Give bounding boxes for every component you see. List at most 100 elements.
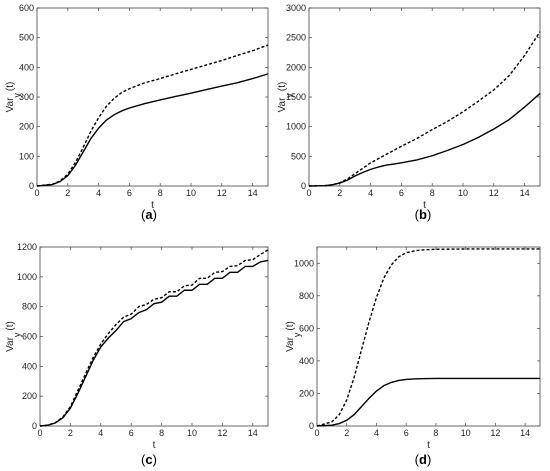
panel-a-ytick-label: 200 bbox=[19, 122, 34, 132]
panel-b-ytick-label: 3000 bbox=[286, 3, 306, 13]
panel-b-xtick-label: 6 bbox=[399, 188, 404, 198]
panel-a-caption-open: ( bbox=[141, 207, 146, 222]
panel-d: 0 2 4 6 8 10 12 14 0 200 400 600 800 1000 t Vary (t) (d) bbox=[285, 246, 541, 467]
panel-a-ylabel-tail: (t) bbox=[5, 82, 16, 91]
panel-d-ylabel-main: Var bbox=[285, 336, 296, 351]
panel-c-caption-close: ) bbox=[153, 452, 157, 467]
panel-b-caption-open: ( bbox=[415, 207, 420, 222]
panel-a-ytick-label: 500 bbox=[19, 33, 34, 43]
panel-c-xtick-label: 14 bbox=[248, 428, 258, 438]
panel-b-xtick-label: 2 bbox=[337, 188, 342, 198]
panel-a-ylabel: Vary (t) bbox=[5, 82, 22, 113]
panel-c-xlabel: t bbox=[153, 440, 156, 451]
panel-b-xlabel: t bbox=[423, 200, 426, 211]
panel-c-caption-letter: c bbox=[145, 452, 152, 467]
panel-a-xtick-label: 0 bbox=[34, 188, 39, 198]
panel-b-ytick-label: 1000 bbox=[286, 122, 306, 132]
panel-d-ytick-label: 800 bbox=[299, 291, 314, 301]
panel-d-ytick-label: 400 bbox=[299, 356, 314, 366]
panel-c-ylabel-tail: (t) bbox=[5, 321, 16, 330]
panel-c-xtick-label: 8 bbox=[159, 428, 164, 438]
panel-a-ytick-label: 0 bbox=[29, 181, 34, 191]
panel-c-ytick-label: 400 bbox=[22, 361, 37, 371]
panel-d-xtick-label: 6 bbox=[404, 428, 409, 438]
panel-b-xtick-label: 12 bbox=[489, 188, 499, 198]
panel-d-xtick-label: 2 bbox=[344, 428, 349, 438]
panel-d-ytick-label: 0 bbox=[309, 421, 314, 431]
panel-b-ylabel: Vary (t) bbox=[277, 82, 294, 113]
panel-c-ylabel: Vary (t) bbox=[5, 321, 22, 352]
panel-c-xtick-label: 0 bbox=[37, 428, 42, 438]
panel-d-ytick-label: 200 bbox=[299, 388, 314, 398]
panel-b-xtick-label: 8 bbox=[430, 188, 435, 198]
panel-a: 0 2 4 6 8 10 12 14 0 100 200 300 400 500 600 t Vary (t) (a… bbox=[5, 3, 269, 222]
panel-b-caption: (b) bbox=[415, 207, 432, 222]
panel-d-xtick-label: 14 bbox=[520, 428, 530, 438]
panel-a-ylabel-main: Var bbox=[5, 97, 16, 112]
panel-b-ytick-label: 2000 bbox=[286, 62, 306, 72]
panel-c-xtick-label: 12 bbox=[217, 428, 227, 438]
panel-c-xtick-label: 6 bbox=[129, 428, 134, 438]
panel-a-xtick-label: 14 bbox=[248, 188, 258, 198]
panel-d-xtick-label: 12 bbox=[490, 428, 500, 438]
panel-a-caption-letter: a bbox=[145, 207, 153, 222]
panel-a-xtick-label: 12 bbox=[217, 188, 227, 198]
panel-b-ylabel-main: Var bbox=[277, 97, 288, 112]
panel-c-series-dashed bbox=[39, 249, 269, 427]
panel-b-xtick-label: 0 bbox=[306, 188, 311, 198]
panel-c-xtick-label: 10 bbox=[187, 428, 197, 438]
panel-c-caption: (c) bbox=[141, 452, 157, 467]
panel-b-series-solid bbox=[308, 92, 541, 187]
panel-a-ytick-label: 100 bbox=[19, 151, 34, 161]
panel-a-axes-box bbox=[36, 7, 269, 187]
panel-d-xtick-label: 0 bbox=[314, 428, 319, 438]
panel-b: 0 2 4 6 8 10 12 14 0 500 1000 1500 2000 2500 3000 t Vary… bbox=[277, 3, 541, 222]
panel-d-xtick-label: 4 bbox=[374, 428, 379, 438]
panel-b-caption-close: ) bbox=[427, 207, 431, 222]
panel-c-ytick-label: 0 bbox=[32, 421, 37, 431]
panel-c-ytick-label: 200 bbox=[22, 391, 37, 401]
panel-a-series-solid bbox=[36, 73, 269, 187]
panel-c-series-solid bbox=[39, 259, 269, 427]
panel-c-ylabel-sub: y bbox=[12, 332, 22, 337]
panel-d-axes-box bbox=[316, 246, 541, 427]
panel-b-xtick-label: 14 bbox=[520, 188, 530, 198]
panel-d-caption-close: ) bbox=[427, 452, 431, 467]
panel-a-xtick-label: 2 bbox=[65, 188, 70, 198]
panel-a-xtick-label: 4 bbox=[96, 188, 101, 198]
panel-b-ytick-label: 2500 bbox=[286, 33, 306, 43]
panel-a-caption: (a) bbox=[141, 207, 157, 222]
panel-a-caption-close: ) bbox=[153, 207, 157, 222]
panel-a-xtick-label: 10 bbox=[186, 188, 196, 198]
panel-a-ytick-label: 600 bbox=[19, 3, 34, 13]
panel-a-xlabel: t bbox=[151, 200, 154, 211]
panel-d-ylabel: Vary (t) bbox=[285, 321, 302, 352]
panel-c-ylabel-main: Var bbox=[5, 336, 16, 351]
panel-c-ytick-label: 1000 bbox=[17, 272, 37, 282]
panel-a-ylabel-sub: y bbox=[12, 93, 22, 98]
panel-b-caption-letter: b bbox=[419, 207, 427, 222]
panel-d-caption: (d) bbox=[415, 452, 432, 467]
panel-d-ytick-label: 600 bbox=[299, 323, 314, 333]
panel-c-ytick-label: 1200 bbox=[17, 242, 37, 252]
panel-b-ylabel-sub: y bbox=[284, 93, 294, 98]
panel-d-ylabel-tail: (t) bbox=[285, 321, 296, 330]
panel-c-xtick-label: 2 bbox=[68, 428, 73, 438]
panel-d-xlabel: t bbox=[427, 440, 430, 451]
panel-c: 0 2 4 6 8 10 12 14 0 200 400 600 800 1000 1200 t Vary (t)… bbox=[5, 242, 269, 467]
panel-a-xtick-label: 6 bbox=[127, 188, 132, 198]
panel-a-ytick-label: 400 bbox=[19, 62, 34, 72]
panel-c-caption-open: ( bbox=[141, 452, 146, 467]
panel-d-series-solid bbox=[316, 377, 540, 427]
panel-b-ytick-label: 0 bbox=[301, 181, 306, 191]
panel-b-xtick-label: 10 bbox=[458, 188, 468, 198]
panel-d-series-dashed bbox=[316, 248, 540, 427]
panel-b-series-dashed bbox=[308, 31, 541, 187]
panel-a-ytick-label: 300 bbox=[19, 92, 34, 102]
panel-d-ylabel-sub: y bbox=[292, 332, 302, 337]
panel-b-axes-box bbox=[308, 7, 541, 187]
panel-b-ytick-label: 1500 bbox=[286, 92, 306, 102]
panel-d-xtick-label: 8 bbox=[433, 428, 438, 438]
panel-d-ytick-label: 1000 bbox=[294, 258, 314, 268]
